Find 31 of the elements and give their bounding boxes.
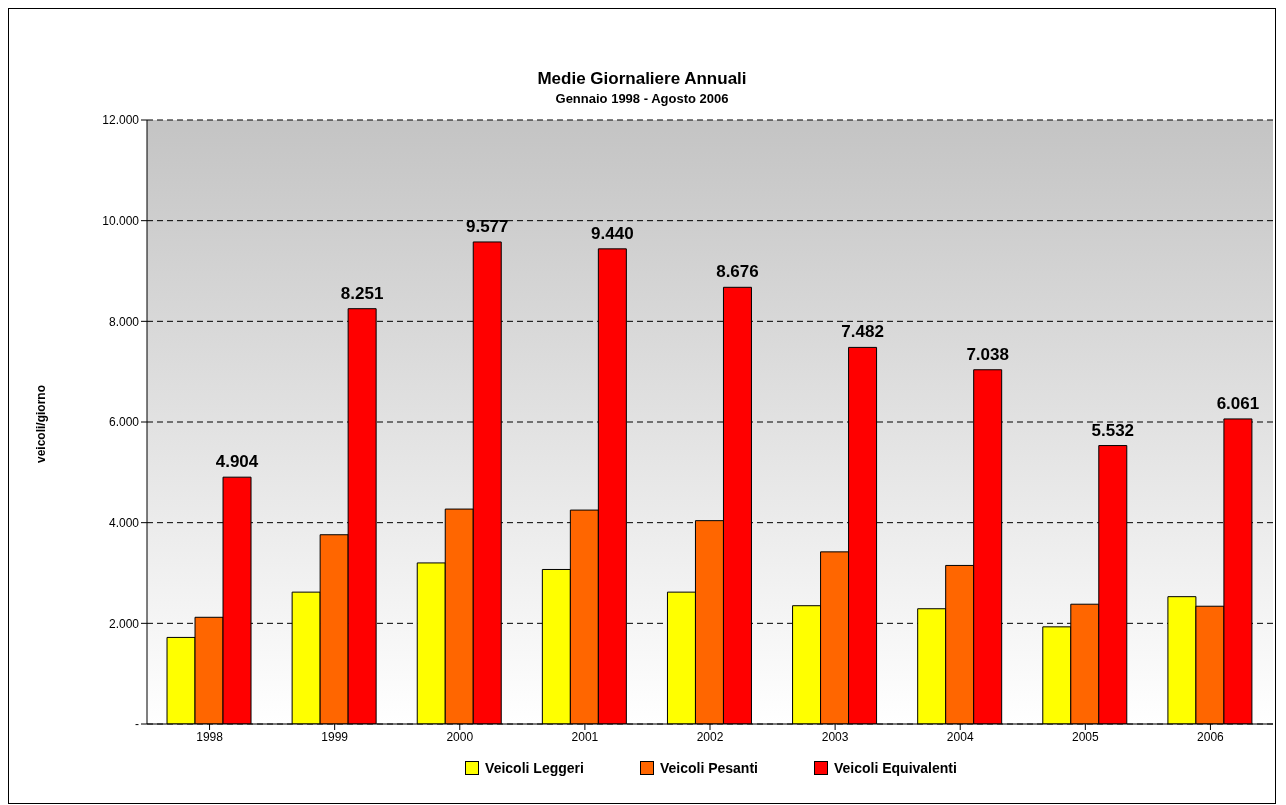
data-label: 9.577 — [465, 216, 509, 236]
legend-label: Veicoli Equivalenti — [833, 760, 957, 776]
data-label: 4.904 — [215, 452, 259, 472]
legend-label: Veicoli Leggeri — [485, 760, 584, 776]
y-tick-label: 12.000 — [102, 113, 140, 128]
y-tick-label: 4.000 — [108, 515, 140, 530]
chart-title: Medie Giornaliere Annuali — [536, 69, 748, 89]
y-tick-label: 6.000 — [108, 415, 140, 430]
x-tick-label: 1999 — [321, 729, 349, 744]
x-tick-label: 2001 — [571, 729, 599, 744]
legend-label: Veicoli Pesanti — [659, 760, 758, 776]
x-tick-label: 1998 — [196, 729, 224, 744]
x-tick-label: 2006 — [1197, 729, 1225, 744]
data-label: 7.482 — [841, 322, 884, 342]
data-label: 5.532 — [1091, 420, 1135, 440]
x-tick-label: 2000 — [446, 729, 474, 744]
y-tick-label: 10.000 — [102, 213, 140, 228]
data-label: 7.038 — [966, 344, 1009, 364]
y-tick-label: 2.000 — [108, 616, 140, 631]
x-tick-label: 2002 — [696, 729, 724, 744]
y-tick-label: - — [135, 717, 139, 732]
y-tick-label: 8.000 — [108, 314, 140, 329]
x-tick-label: 2005 — [1071, 729, 1099, 744]
y-axis-title: veicoli/giorno — [34, 384, 48, 464]
data-label: 6.061 — [1216, 393, 1260, 413]
data-label: 8.251 — [340, 283, 384, 303]
x-tick-label: 2004 — [946, 729, 974, 744]
data-label: 8.676 — [716, 262, 759, 282]
data-label: 9.440 — [591, 223, 634, 243]
x-tick-label: 2003 — [821, 729, 849, 744]
chart-subtitle: Gennaio 1998 - Agosto 2006 — [554, 91, 730, 106]
